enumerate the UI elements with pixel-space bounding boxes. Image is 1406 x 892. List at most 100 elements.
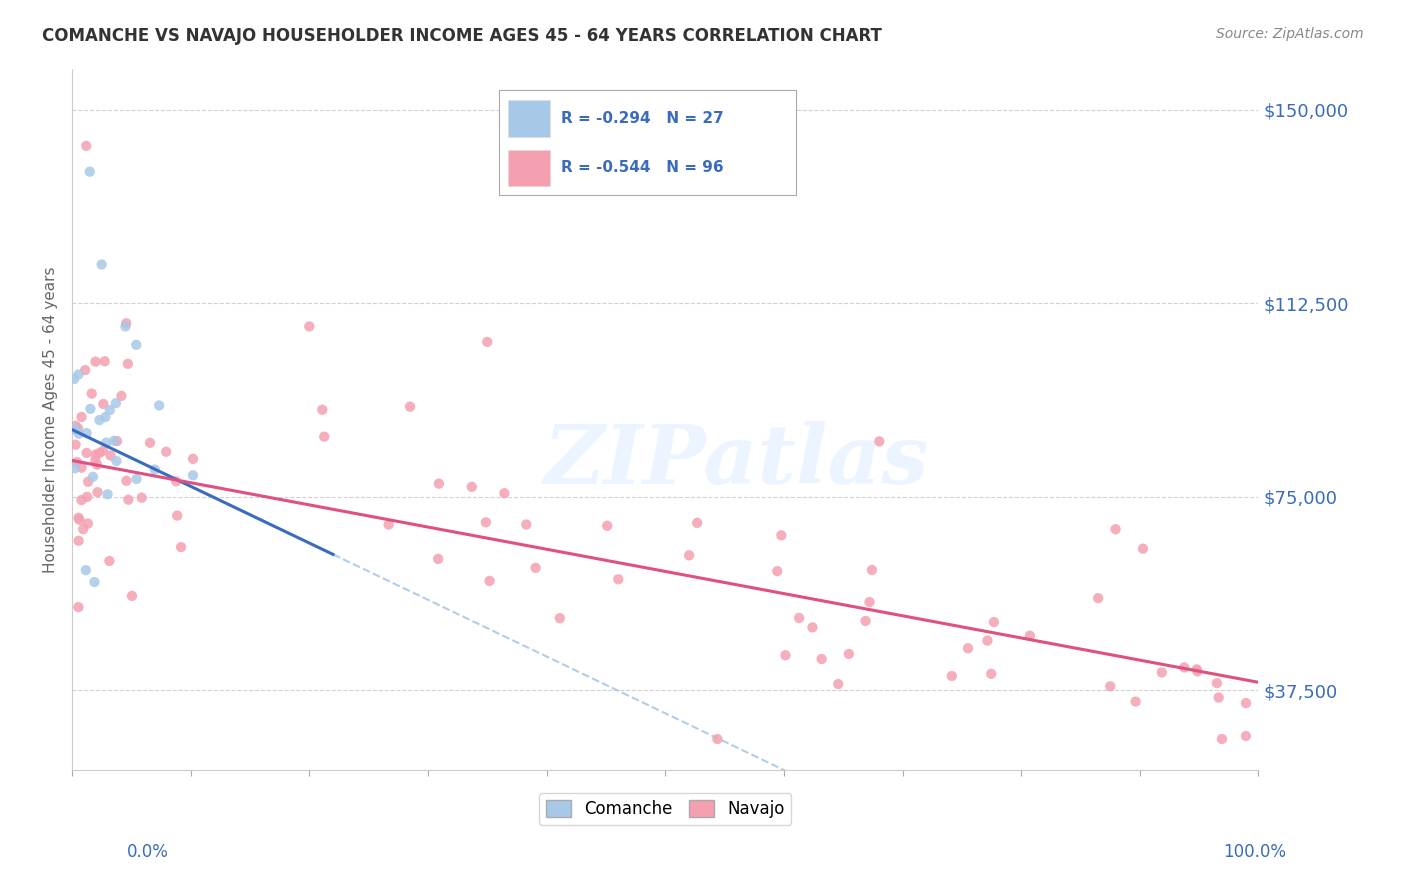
Point bbox=[83, 574, 105, 589]
Point bbox=[860, 563, 883, 577]
Point bbox=[75, 363, 97, 377]
Point bbox=[63, 461, 86, 475]
Point bbox=[607, 572, 630, 586]
Point bbox=[427, 552, 450, 566]
Point bbox=[494, 486, 516, 500]
Point bbox=[75, 563, 97, 577]
Point bbox=[89, 446, 111, 460]
Point bbox=[155, 444, 177, 458]
Point bbox=[70, 460, 93, 475]
Point bbox=[67, 368, 90, 382]
Point bbox=[976, 633, 998, 648]
Point bbox=[678, 549, 700, 563]
Point bbox=[1211, 732, 1233, 747]
Point bbox=[62, 422, 84, 436]
Point bbox=[314, 430, 336, 444]
Point bbox=[766, 564, 789, 578]
Point bbox=[165, 475, 187, 489]
Point bbox=[775, 648, 797, 663]
Point bbox=[461, 480, 484, 494]
Point bbox=[868, 434, 890, 449]
Point bbox=[76, 490, 98, 504]
Text: Source: ZipAtlas.com: Source: ZipAtlas.com bbox=[1216, 27, 1364, 41]
Point bbox=[1208, 690, 1230, 705]
Point bbox=[166, 508, 188, 523]
Text: 100.0%: 100.0% bbox=[1223, 843, 1286, 861]
Point bbox=[1104, 522, 1126, 536]
Point bbox=[98, 554, 121, 568]
Point bbox=[94, 410, 117, 425]
Point bbox=[143, 462, 166, 476]
Point bbox=[686, 516, 709, 530]
Point bbox=[801, 620, 824, 634]
Point bbox=[1234, 729, 1257, 743]
Point bbox=[65, 418, 87, 433]
Point bbox=[524, 561, 547, 575]
Point bbox=[1185, 662, 1208, 676]
Point bbox=[1234, 696, 1257, 710]
Point bbox=[125, 338, 148, 352]
Point bbox=[114, 319, 136, 334]
Point bbox=[110, 389, 132, 403]
Point bbox=[810, 652, 832, 666]
Point bbox=[980, 666, 1002, 681]
Point bbox=[77, 516, 100, 531]
Point bbox=[76, 426, 98, 441]
Text: ZIPatlas: ZIPatlas bbox=[544, 421, 929, 501]
Point bbox=[838, 647, 860, 661]
Point bbox=[1187, 665, 1209, 679]
Point bbox=[131, 491, 153, 505]
Point bbox=[983, 615, 1005, 629]
Point bbox=[1132, 541, 1154, 556]
Point bbox=[377, 517, 399, 532]
Y-axis label: Householder Income Ages 45 - 64 years: Householder Income Ages 45 - 64 years bbox=[44, 266, 58, 573]
Point bbox=[148, 399, 170, 413]
Point bbox=[97, 487, 120, 501]
Point bbox=[827, 677, 849, 691]
Point bbox=[93, 354, 115, 368]
Point bbox=[79, 164, 101, 178]
Point bbox=[65, 438, 87, 452]
Point bbox=[84, 354, 107, 368]
Point bbox=[67, 421, 90, 435]
Point bbox=[103, 434, 125, 448]
Point bbox=[115, 474, 138, 488]
Point bbox=[181, 468, 204, 483]
Point bbox=[70, 493, 93, 508]
Point bbox=[1087, 591, 1109, 606]
Point bbox=[125, 472, 148, 486]
Point bbox=[77, 475, 100, 489]
Point bbox=[548, 611, 571, 625]
Point bbox=[1125, 694, 1147, 708]
Point bbox=[69, 513, 91, 527]
Point bbox=[104, 396, 127, 410]
Point bbox=[67, 510, 90, 524]
Point bbox=[115, 316, 138, 330]
Point bbox=[1018, 629, 1040, 643]
Point bbox=[1173, 660, 1195, 674]
Point bbox=[311, 402, 333, 417]
Point bbox=[1150, 665, 1173, 680]
Point bbox=[90, 258, 112, 272]
Point bbox=[770, 528, 793, 542]
Point bbox=[96, 435, 118, 450]
Point bbox=[117, 357, 139, 371]
Point bbox=[75, 139, 97, 153]
Point bbox=[67, 533, 90, 548]
Legend: Comanche, Navajo: Comanche, Navajo bbox=[538, 793, 792, 825]
Point bbox=[858, 595, 880, 609]
Point bbox=[67, 426, 90, 441]
Point bbox=[63, 422, 86, 436]
Point bbox=[855, 614, 877, 628]
Point bbox=[82, 469, 104, 483]
Point bbox=[515, 517, 537, 532]
Point bbox=[79, 401, 101, 416]
Point bbox=[72, 522, 94, 536]
Point bbox=[1099, 679, 1122, 693]
Point bbox=[86, 458, 108, 472]
Point bbox=[477, 334, 499, 349]
Point bbox=[787, 611, 810, 625]
Point bbox=[298, 319, 321, 334]
Point bbox=[181, 451, 204, 466]
Point bbox=[105, 454, 128, 468]
